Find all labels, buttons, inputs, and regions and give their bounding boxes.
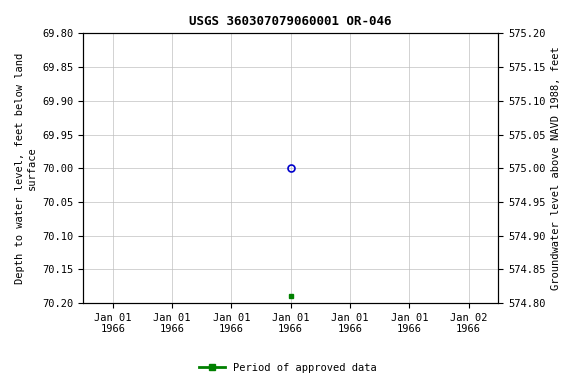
Title: USGS 360307079060001 OR-046: USGS 360307079060001 OR-046 [190, 15, 392, 28]
Y-axis label: Groundwater level above NAVD 1988, feet: Groundwater level above NAVD 1988, feet [551, 46, 561, 290]
Y-axis label: Depth to water level, feet below land
surface: Depth to water level, feet below land su… [15, 53, 37, 284]
Legend: Period of approved data: Period of approved data [195, 359, 381, 377]
